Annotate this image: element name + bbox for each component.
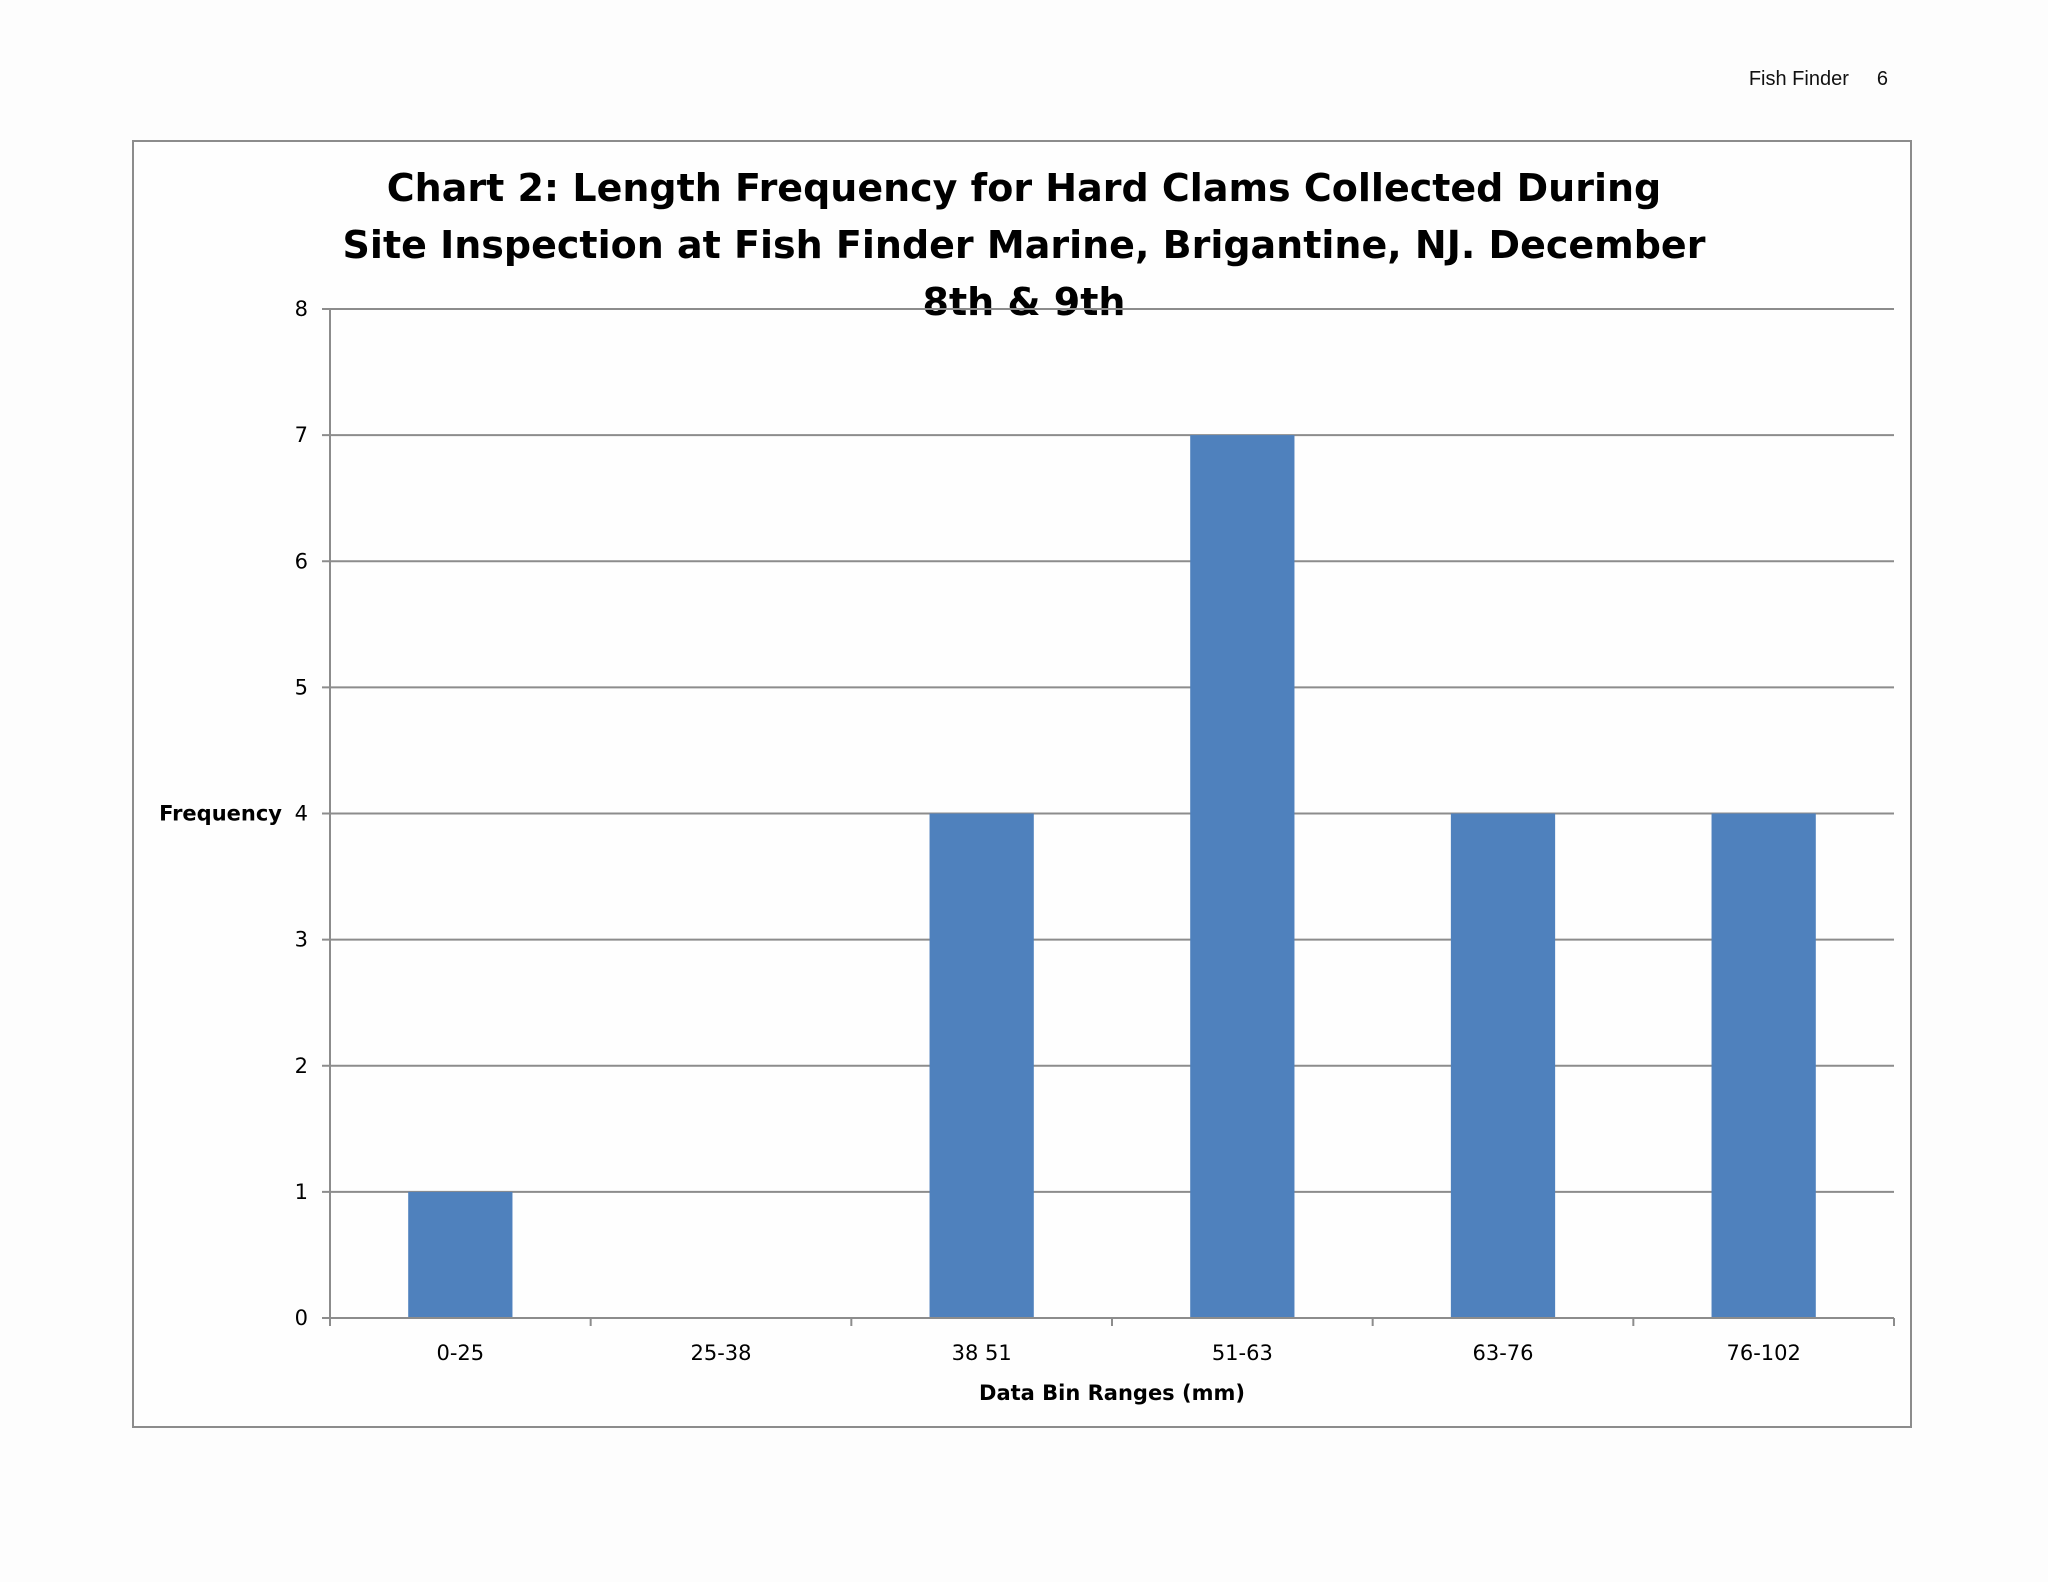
x-tick-label: 0-25 [436, 1341, 484, 1365]
y-tick-label: 5 [295, 675, 308, 699]
x-tick-label: 51-63 [1212, 1341, 1273, 1365]
y-tick-label: 0 [295, 1306, 308, 1330]
chart-title: Chart 2: Length Frequency for Hard Clams… [342, 166, 1706, 324]
bar [1711, 813, 1816, 1318]
bars [408, 435, 1816, 1318]
bar [408, 1191, 513, 1318]
page-header: Fish Finder 6 [1749, 68, 1888, 91]
grid-lines [330, 308, 1894, 1193]
y-tick-label: 7 [295, 423, 308, 447]
running-title: Fish Finder [1748, 68, 1849, 90]
y-tick-label: 3 [295, 928, 308, 952]
page-number: 6 [1876, 68, 1888, 90]
x-tick-label: 76-102 [1726, 1341, 1800, 1365]
axes [322, 308, 1895, 1326]
x-tick-label: 38 51 [952, 1341, 1012, 1365]
y-tick-label: 4 [295, 802, 308, 826]
bar [1190, 435, 1295, 1318]
x-tick-label: 25-38 [690, 1341, 751, 1365]
y-tick-label: 6 [295, 549, 308, 573]
tick-labels: 0 1 2 3 4 5 6 7 8 0-25 25-38 38 51 51-63 63-76 76-102 [295, 297, 1801, 1365]
y-tick-label: 1 [295, 1180, 308, 1204]
x-axis-title: Data Bin Ranges (mm) [979, 1381, 1245, 1405]
y-axis-title: Frequency [159, 802, 282, 826]
y-tick-label: 2 [295, 1054, 308, 1078]
bar [929, 813, 1034, 1318]
x-tick-label: 63-76 [1472, 1341, 1533, 1365]
y-tick-label: 8 [295, 297, 308, 321]
bar [1450, 813, 1556, 1318]
